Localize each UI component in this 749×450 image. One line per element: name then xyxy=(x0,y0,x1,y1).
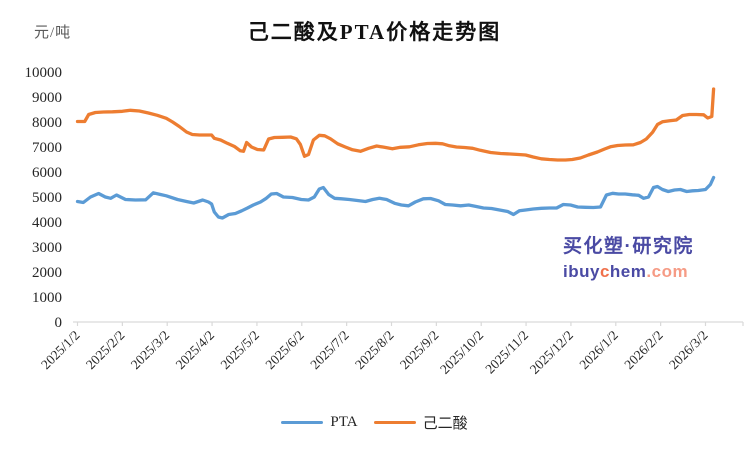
x-axis-tick-label: 2025/12/2 xyxy=(527,328,576,377)
watermark-site-mid: hem xyxy=(609,261,647,281)
legend: PTA 己二酸 xyxy=(0,412,749,433)
y-axis-tick-label: 2000 xyxy=(32,265,62,281)
adipic-acid-price-line xyxy=(75,87,716,162)
x-axis-tick-label: 2025/8/2 xyxy=(352,328,397,373)
legend-label: PTA xyxy=(330,414,358,430)
watermark-site-prefix: ibuy xyxy=(563,261,600,281)
y-axis-tick-label: 6000 xyxy=(32,165,62,181)
legend-line-swatch xyxy=(281,420,324,425)
x-axis-tick-label: 2025/6/2 xyxy=(262,328,307,373)
x-axis-tick-label: 2025/9/2 xyxy=(397,328,442,373)
x-axis-tick-label: 2026/2/2 xyxy=(621,328,666,373)
y-axis-tick-label: 4000 xyxy=(32,215,62,231)
watermark: 买化塑·研究院 ibuychem.com xyxy=(563,236,694,281)
legend-label: 己二酸 xyxy=(422,416,468,432)
y-axis-unit-label: 元/吨 xyxy=(34,25,72,41)
legend-item-pta: PTA xyxy=(281,414,358,431)
watermark-site-text: ibuychem.com xyxy=(563,262,694,282)
watermark-site-c: c xyxy=(599,261,610,281)
y-axis-tick-label: 1000 xyxy=(32,290,62,306)
watermark-brand-text: 买化塑·研究院 xyxy=(563,236,694,257)
y-axis-tick-label: 0 xyxy=(55,315,63,331)
x-axis-tick-label: 2025/4/2 xyxy=(173,328,218,373)
y-axis-tick-label: 3000 xyxy=(32,240,62,256)
y-axis-tick-label: 8000 xyxy=(32,115,62,131)
x-axis-tick-label: 2025/1/2 xyxy=(38,328,83,373)
chart-title: 己二酸及PTA价格走势图 xyxy=(247,20,502,44)
watermark-site-suffix: .com xyxy=(646,261,689,281)
x-axis-tick-label: 2025/11/2 xyxy=(482,328,531,377)
x-axis-tick-label: 2025/3/2 xyxy=(128,328,173,373)
pta-price-line xyxy=(75,175,716,220)
y-axis-tick-label: 5000 xyxy=(32,190,62,206)
y-axis-tick-label: 10000 xyxy=(25,65,63,81)
x-axis-tick-label: 2025/2/2 xyxy=(83,328,128,373)
x-axis-tick-label: 2026/1/2 xyxy=(576,328,621,373)
y-axis-tick-label: 9000 xyxy=(32,90,62,106)
x-axis-tick-label: 2025/10/2 xyxy=(437,328,486,377)
legend-item-adipic-acid: 己二酸 xyxy=(373,412,468,433)
y-axis-tick-label: 7000 xyxy=(32,140,62,156)
x-axis-tick-label: 2025/5/2 xyxy=(217,328,262,373)
legend-line-swatch xyxy=(373,420,416,425)
x-axis-tick-label: 2026/3/2 xyxy=(666,328,711,373)
x-axis-tick-label: 2025/7/2 xyxy=(307,328,352,373)
